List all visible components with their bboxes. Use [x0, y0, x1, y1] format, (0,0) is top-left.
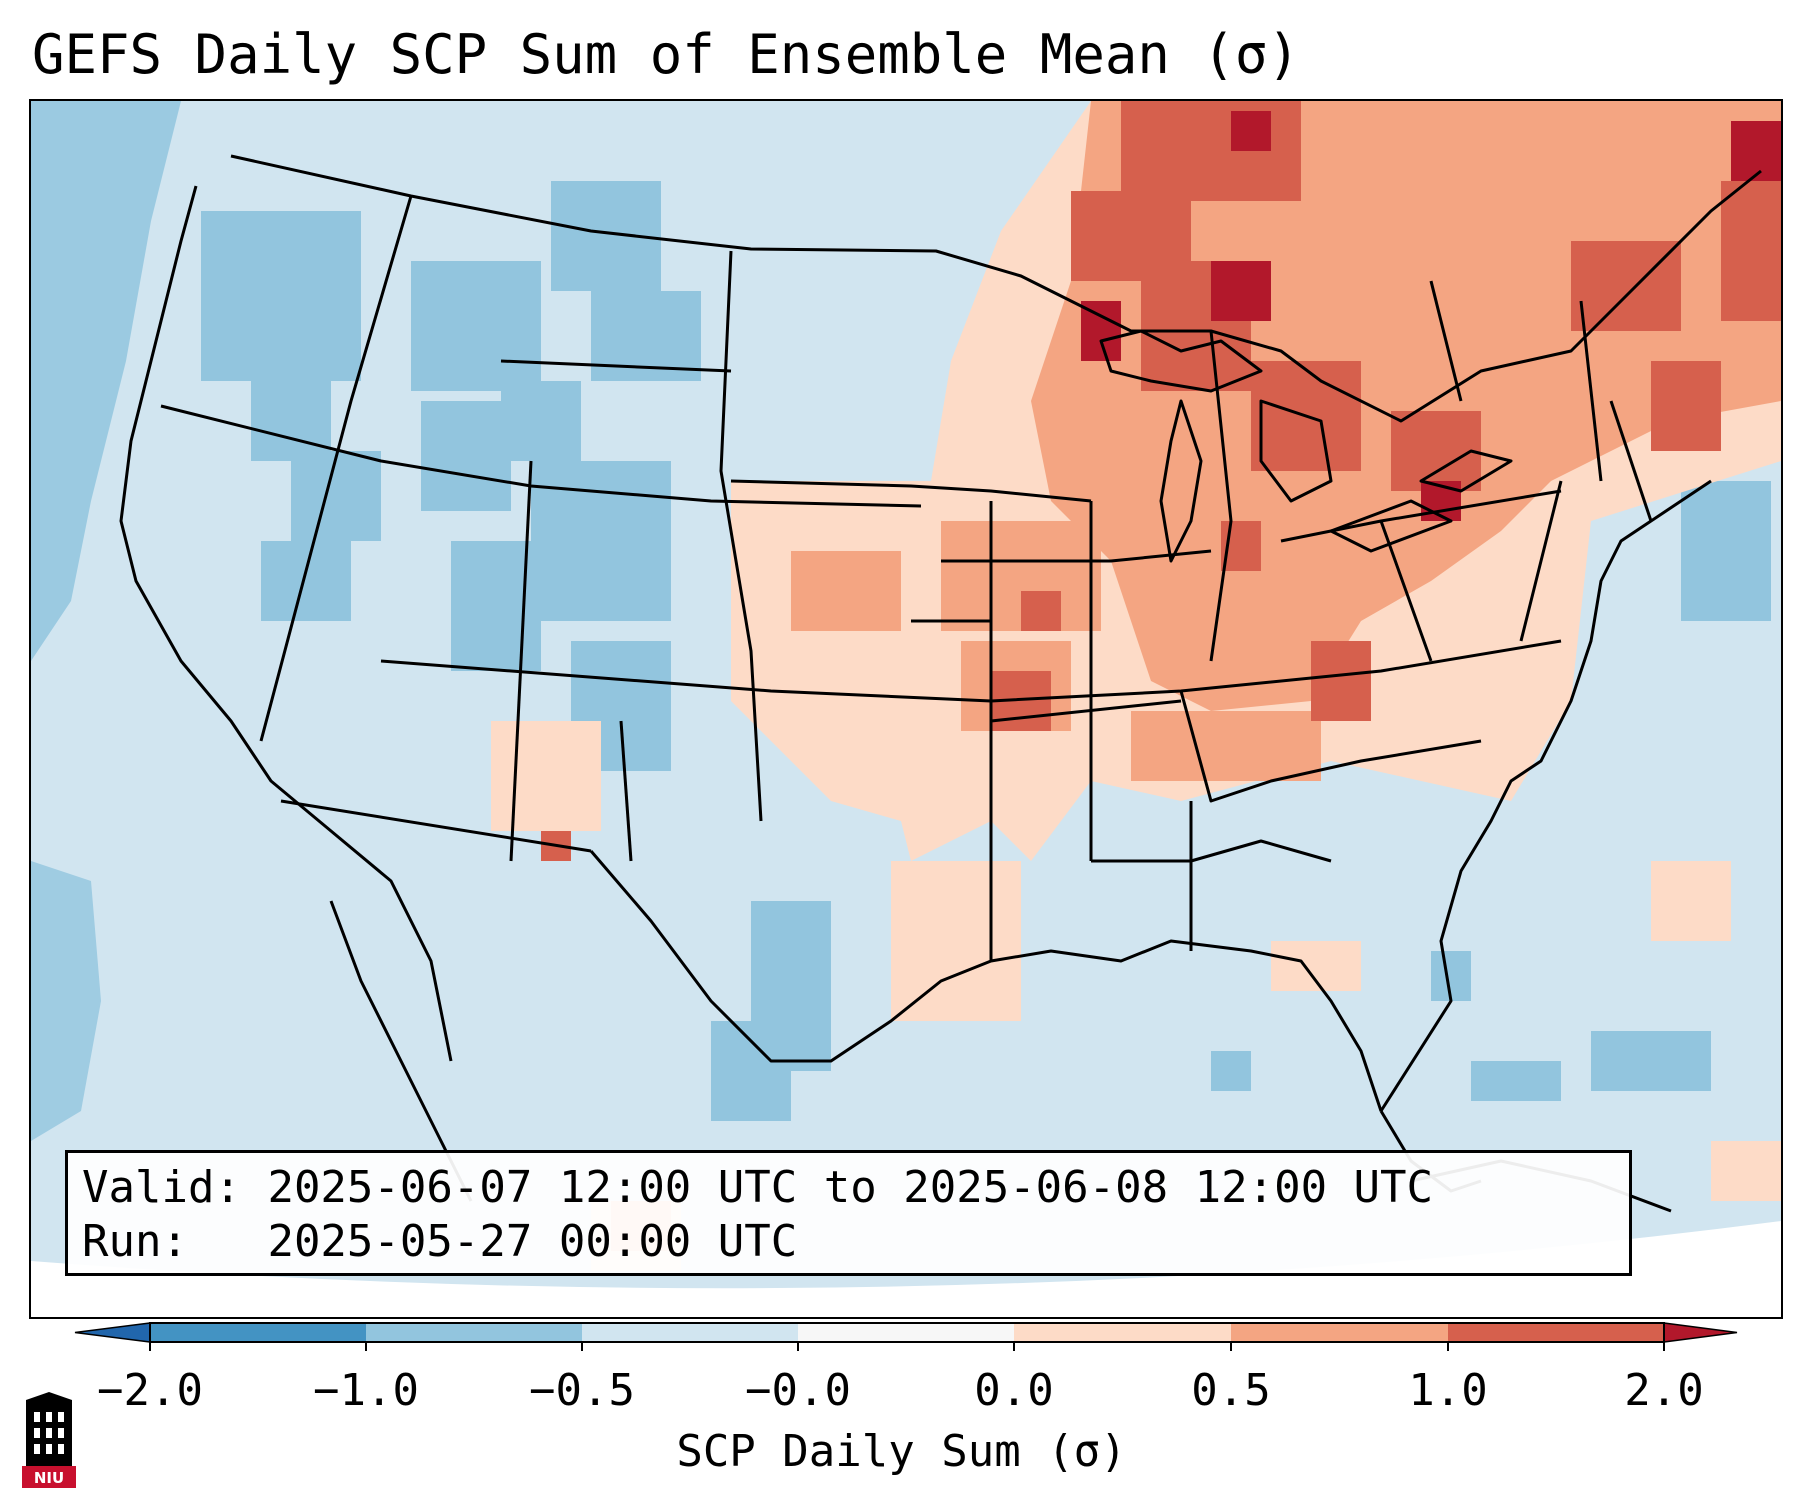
colorbar-extend-low: [74, 1322, 151, 1343]
colorbar-bin: [1231, 1323, 1448, 1342]
colorbar-bin: [1448, 1323, 1664, 1342]
colorbar-extend-high: [1663, 1322, 1738, 1343]
colorbar-tick-label: 0.5: [1191, 1365, 1271, 1416]
map-canvas: [31, 101, 1781, 1317]
positive-anomaly-strong: [541, 101, 1781, 861]
colorbar-outline: [149, 1322, 1665, 1343]
projection-edge: [31, 1221, 1781, 1317]
pacific-blue-band: [31, 101, 181, 661]
valid-label: Valid:: [82, 1162, 241, 1213]
colorbar-bin: [366, 1323, 582, 1342]
positive-anomaly-extreme: [1081, 111, 1781, 521]
niu-logo-icon: NIU: [22, 1392, 76, 1488]
colorbar-tick-label: −0.5: [529, 1365, 635, 1416]
pacific-blue-band-south: [31, 861, 101, 1141]
run-label: Run:: [82, 1216, 188, 1267]
niu-logo-text: NIU: [34, 1469, 64, 1487]
western-negative-anomaly: [201, 181, 1771, 1121]
colorbar-bin: [150, 1323, 366, 1342]
colorbar-tick-label: 1.0: [1408, 1365, 1488, 1416]
colorbar-tick-label: 0.0: [974, 1365, 1054, 1416]
colorbar-tick-label: 2.0: [1624, 1365, 1704, 1416]
colorbar-label: SCP Daily Sum (σ): [676, 1426, 1127, 1477]
colorbar-bin: [582, 1323, 798, 1342]
colorbar-bin: [798, 1323, 1014, 1342]
run-info-box: Valid: 2025-06-07 12:00 UTC to 2025-06-0…: [65, 1150, 1632, 1276]
valid-value: 2025-06-07 12:00 UTC to 2025-06-08 12:00…: [267, 1162, 1434, 1213]
colorbar-bin: [1014, 1323, 1231, 1342]
map-title: GEFS Daily SCP Sum of Ensemble Mean (σ): [32, 23, 1300, 86]
colorbar-tick-label: −0.0: [745, 1365, 851, 1416]
run-value: 2025-05-27 00:00 UTC: [267, 1216, 798, 1267]
map-panel: [29, 99, 1783, 1319]
colorbar-tick-label: −1.0: [313, 1365, 419, 1416]
colorbar-tick-label: −2.0: [97, 1365, 203, 1416]
